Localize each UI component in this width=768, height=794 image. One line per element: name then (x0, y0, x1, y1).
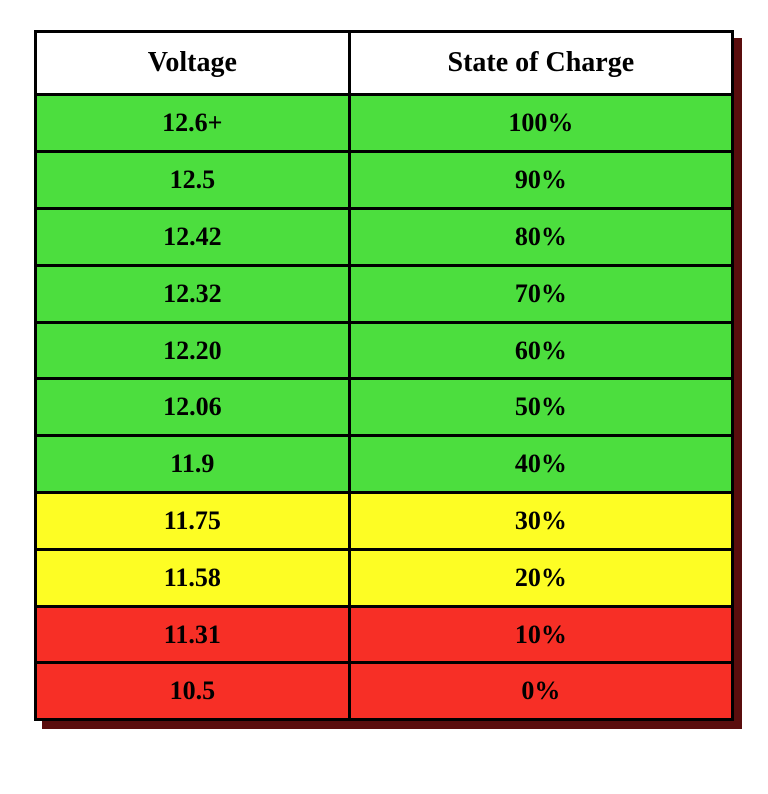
cell-soc: 100% (349, 95, 732, 152)
table-row: 11.58 20% (36, 549, 733, 606)
cell-voltage: 11.75 (36, 492, 350, 549)
cell-voltage: 11.58 (36, 549, 350, 606)
cell-soc: 10% (349, 606, 732, 663)
cell-voltage: 12.6+ (36, 95, 350, 152)
cell-soc: 80% (349, 208, 732, 265)
table-row: 11.31 10% (36, 606, 733, 663)
cell-soc: 70% (349, 265, 732, 322)
cell-soc: 30% (349, 492, 732, 549)
table-row: 12.20 60% (36, 322, 733, 379)
cell-soc: 50% (349, 379, 732, 436)
table-row: 10.5 0% (36, 663, 733, 720)
cell-voltage: 11.31 (36, 606, 350, 663)
table-row: 11.75 30% (36, 492, 733, 549)
table-row: 12.32 70% (36, 265, 733, 322)
table-row: 12.6+ 100% (36, 95, 733, 152)
col-header-voltage: Voltage (36, 32, 350, 95)
cell-soc: 20% (349, 549, 732, 606)
cell-voltage: 12.5 (36, 152, 350, 209)
col-header-soc: State of Charge (349, 32, 732, 95)
cell-soc: 0% (349, 663, 732, 720)
table-row: 12.5 90% (36, 152, 733, 209)
table-row: 12.06 50% (36, 379, 733, 436)
cell-soc: 60% (349, 322, 732, 379)
table-header-row: Voltage State of Charge (36, 32, 733, 95)
cell-voltage: 12.42 (36, 208, 350, 265)
cell-voltage: 12.20 (36, 322, 350, 379)
cell-voltage: 12.32 (36, 265, 350, 322)
cell-voltage: 10.5 (36, 663, 350, 720)
table-row: 12.42 80% (36, 208, 733, 265)
voltage-soc-table-container: Voltage State of Charge 12.6+ 100% 12.5 … (34, 30, 734, 721)
cell-soc: 40% (349, 436, 732, 493)
cell-soc: 90% (349, 152, 732, 209)
voltage-soc-table: Voltage State of Charge 12.6+ 100% 12.5 … (34, 30, 734, 721)
cell-voltage: 11.9 (36, 436, 350, 493)
cell-voltage: 12.06 (36, 379, 350, 436)
table-row: 11.9 40% (36, 436, 733, 493)
